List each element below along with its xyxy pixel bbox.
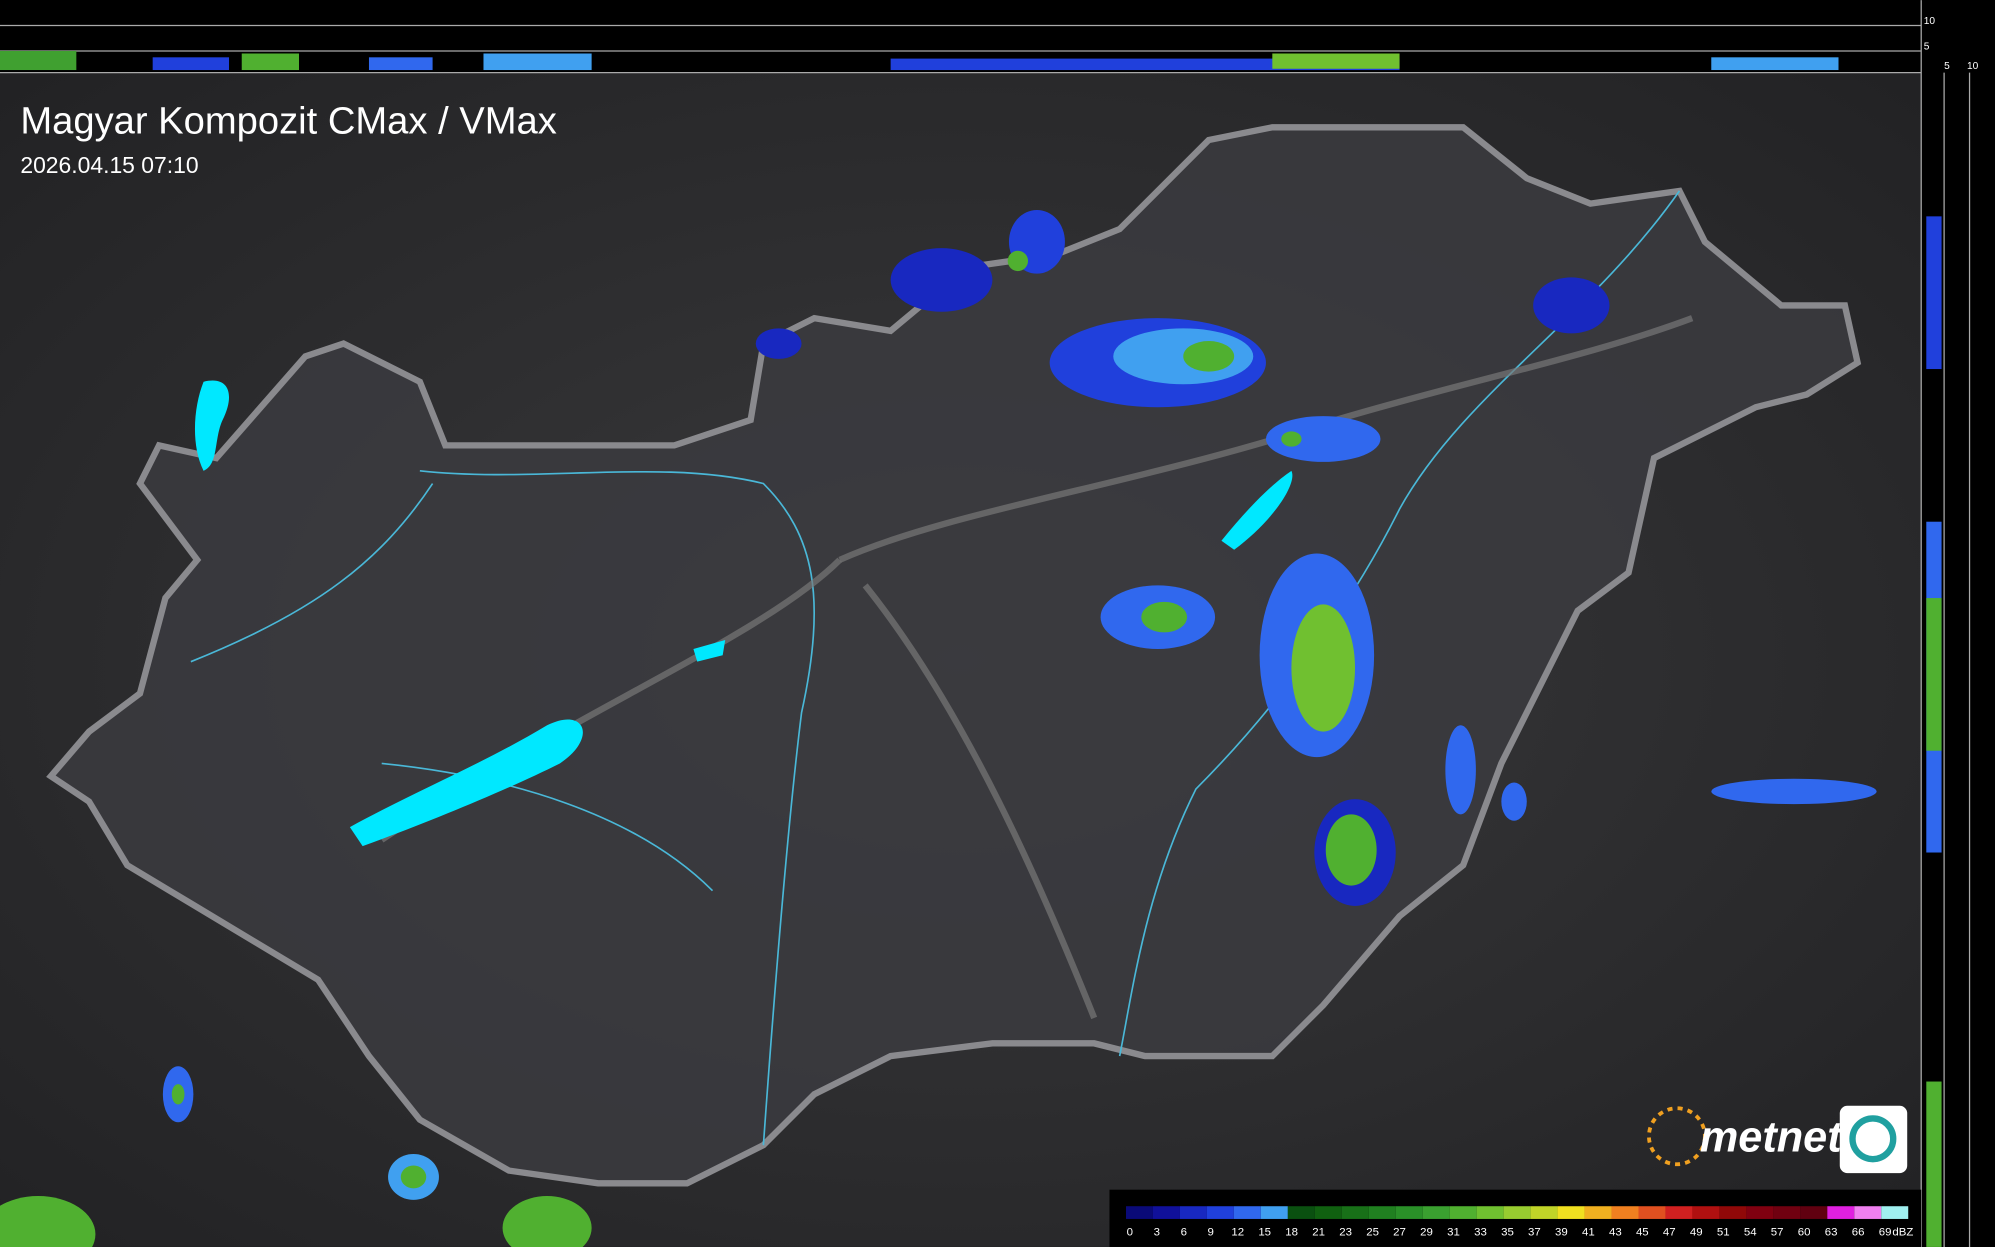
legend-swatch xyxy=(1206,1206,1234,1219)
legend-label: 21 xyxy=(1312,1226,1325,1238)
legend-swatch xyxy=(1126,1206,1153,1219)
legend-swatch xyxy=(1368,1206,1396,1219)
profile-label: 5 xyxy=(1924,42,1930,53)
legend-label: 18 xyxy=(1285,1226,1298,1238)
legend-label: 49 xyxy=(1690,1226,1703,1238)
legend-label: 63 xyxy=(1825,1226,1838,1238)
legend-swatch xyxy=(1152,1206,1180,1219)
profile-label: 10 xyxy=(1924,16,1936,27)
legend-swatch xyxy=(1800,1206,1828,1219)
legend-label: 37 xyxy=(1528,1226,1541,1238)
legend-swatch xyxy=(1260,1206,1288,1219)
legend-swatch xyxy=(1854,1206,1882,1219)
legend-label: 33 xyxy=(1474,1226,1487,1238)
profile-label: 5 xyxy=(1944,61,1950,72)
legend-swatch xyxy=(1449,1206,1477,1219)
timestamp: 2026.04.15 07:10 xyxy=(20,152,198,178)
legend-swatch xyxy=(1584,1206,1612,1219)
legend-label: 3 xyxy=(1154,1226,1160,1238)
country-border xyxy=(46,124,1862,1187)
legend-label: 54 xyxy=(1744,1226,1757,1238)
legend-label: 41 xyxy=(1582,1226,1595,1238)
legend-swatch xyxy=(1692,1206,1720,1219)
legend-label: 43 xyxy=(1609,1226,1622,1238)
map-title: Magyar Kompozit CMax / VMax xyxy=(20,100,556,143)
legend-label: 39 xyxy=(1555,1226,1568,1238)
legend-label: 69 xyxy=(1879,1226,1892,1238)
profile-echoes xyxy=(0,50,1942,1247)
legend-swatch xyxy=(1881,1206,1909,1219)
legend-label: 31 xyxy=(1447,1226,1460,1238)
legend-swatch xyxy=(1773,1206,1801,1219)
radar-echoes xyxy=(0,209,1877,1247)
legend-label: 0 xyxy=(1127,1226,1133,1238)
logo-text: metnet xyxy=(1700,1114,1843,1162)
legend-swatch xyxy=(1179,1206,1207,1219)
legend-label: 6 xyxy=(1181,1226,1187,1238)
legend-label: 51 xyxy=(1717,1226,1730,1238)
legend-swatch xyxy=(1827,1206,1855,1219)
legend-label: 35 xyxy=(1501,1226,1514,1238)
legend-swatch xyxy=(1611,1206,1639,1219)
legend-swatch xyxy=(1557,1206,1585,1219)
legend-swatch xyxy=(1341,1206,1369,1219)
legend-label: 45 xyxy=(1636,1226,1649,1238)
legend-swatch xyxy=(1530,1206,1558,1219)
legend-swatch xyxy=(1638,1206,1666,1219)
legend-label: 57 xyxy=(1771,1226,1784,1238)
legend-label: 60 xyxy=(1798,1226,1811,1238)
legend-label: 23 xyxy=(1339,1226,1352,1238)
legend-swatch xyxy=(1503,1206,1531,1219)
legend-label: 27 xyxy=(1393,1226,1406,1238)
legend-label: 15 xyxy=(1258,1226,1271,1238)
lakes xyxy=(194,380,1293,847)
legend-swatch xyxy=(1476,1206,1504,1219)
legend-swatch xyxy=(1287,1206,1315,1219)
legend-label: 25 xyxy=(1366,1226,1379,1238)
legend-label: 47 xyxy=(1663,1226,1676,1238)
legend-label: 12 xyxy=(1231,1226,1244,1238)
legend-swatch xyxy=(1719,1206,1747,1219)
legend-unit: dBZ xyxy=(1892,1226,1913,1238)
legend-label: 66 xyxy=(1852,1226,1865,1238)
legend-swatch xyxy=(1314,1206,1342,1219)
legend-label: 9 xyxy=(1208,1226,1214,1238)
legend-swatch xyxy=(1665,1206,1693,1219)
legend-swatch xyxy=(1395,1206,1423,1219)
logo: metnet xyxy=(1647,1105,1908,1174)
legend-swatch xyxy=(1233,1206,1261,1219)
profile-label: 10 xyxy=(1967,61,1979,72)
legend-label: 29 xyxy=(1420,1226,1433,1238)
legend-swatch xyxy=(1422,1206,1450,1219)
legend-swatch xyxy=(1746,1206,1774,1219)
